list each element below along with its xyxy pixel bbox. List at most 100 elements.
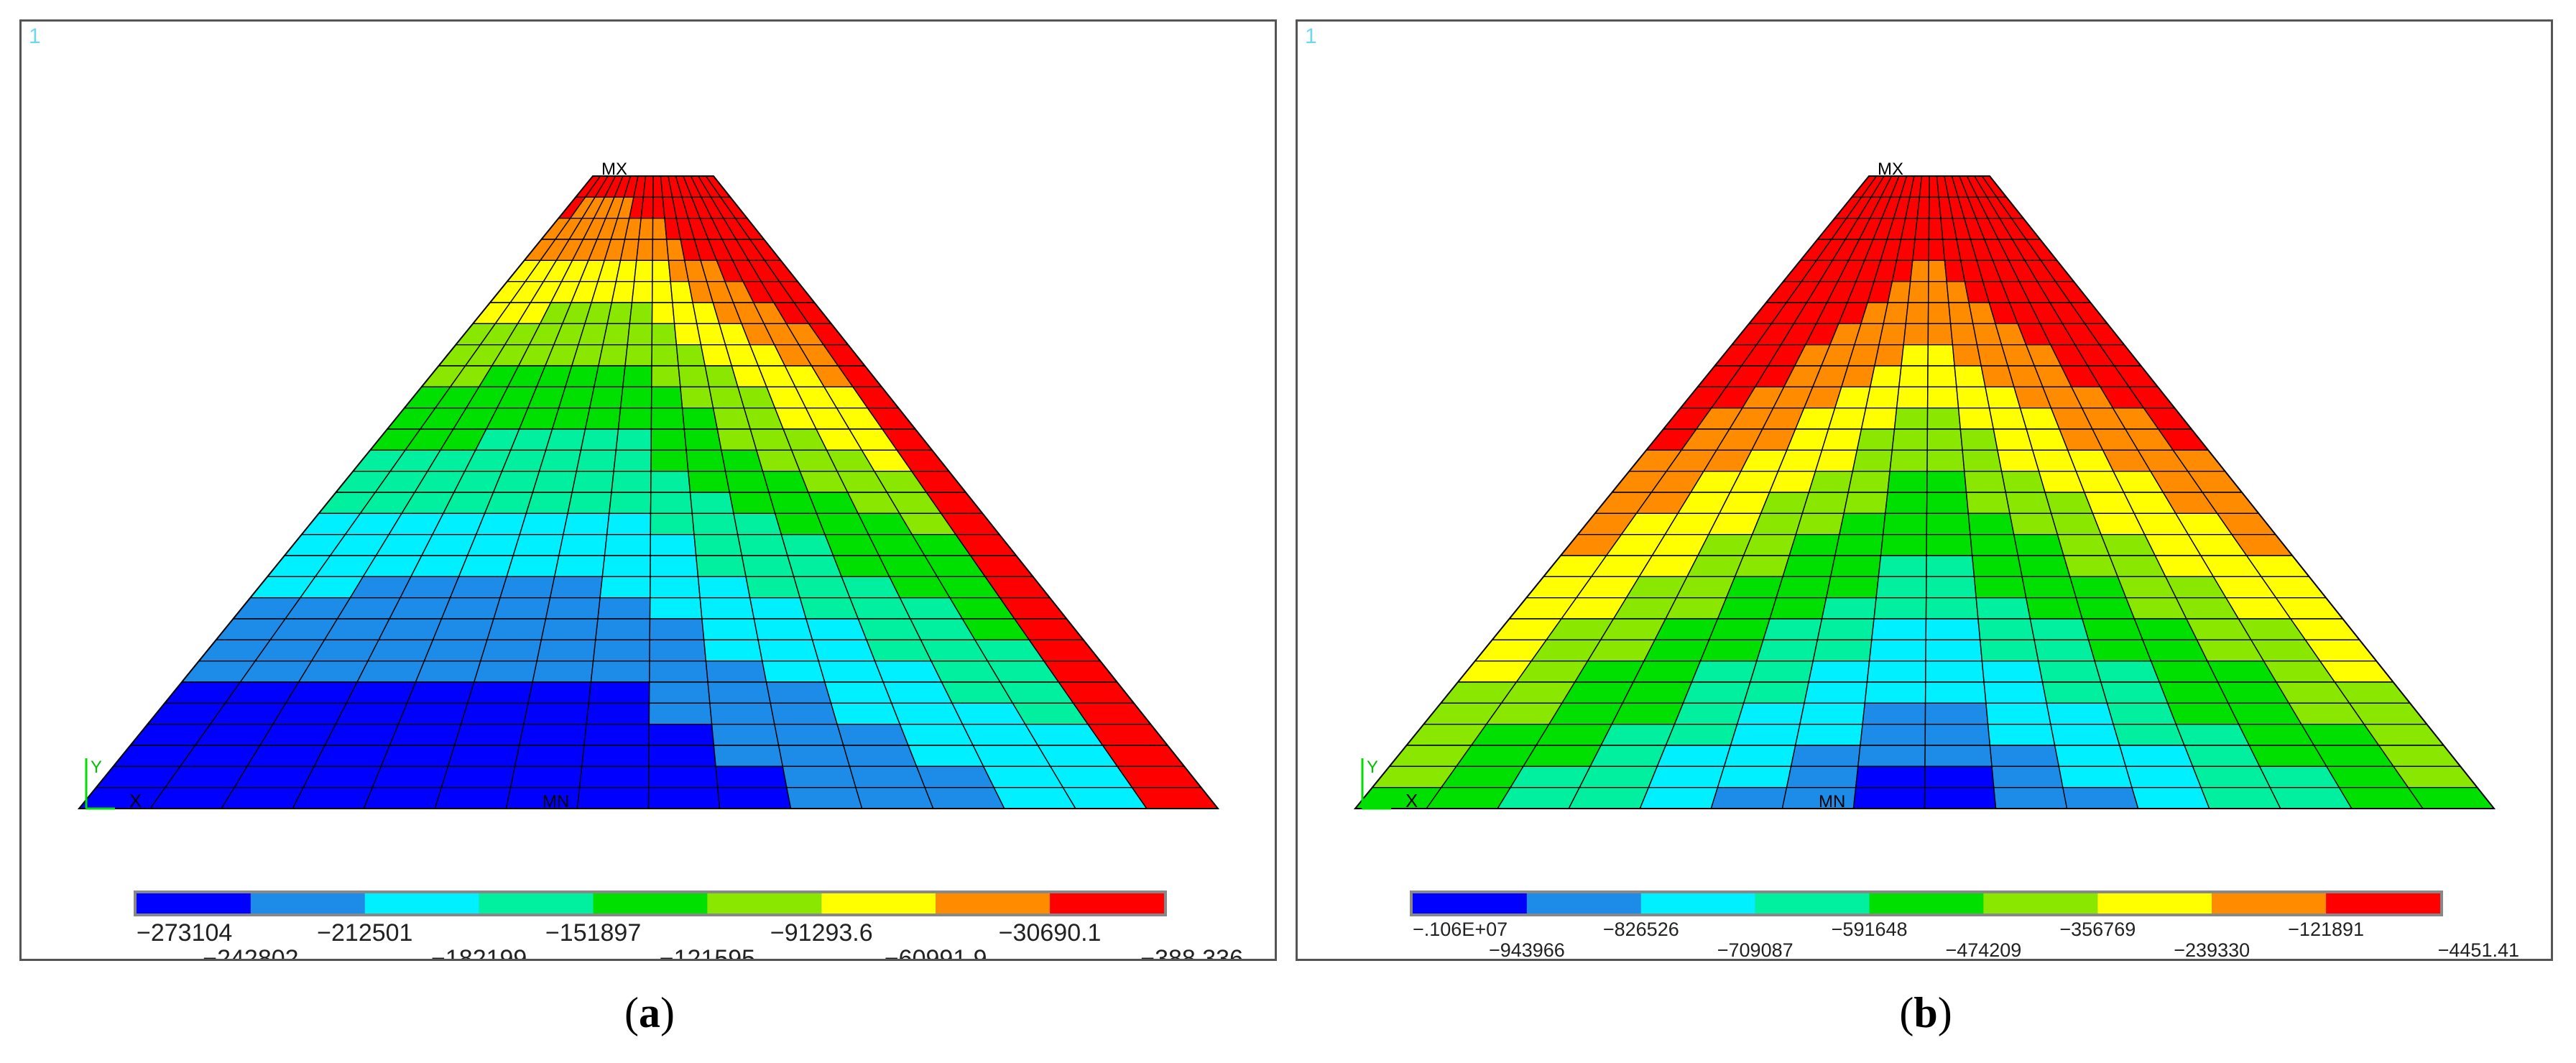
mesh-element xyxy=(651,344,679,367)
mesh-element xyxy=(371,765,449,788)
mesh-element xyxy=(680,386,714,409)
mesh-element xyxy=(2118,745,2194,768)
legend-swatch xyxy=(2326,893,2440,914)
mesh-element xyxy=(649,576,701,599)
mesh-element xyxy=(1682,681,1751,704)
mesh-element xyxy=(1896,386,1929,409)
mesh-element xyxy=(961,724,1039,746)
mesh-element xyxy=(1927,365,1957,387)
mesh-element xyxy=(1116,765,1203,788)
mesh-element xyxy=(849,765,926,788)
mesh-element xyxy=(703,639,763,662)
mesh-element xyxy=(588,386,624,409)
mesh-element xyxy=(506,555,560,577)
mesh-element xyxy=(586,702,650,725)
mesh-element xyxy=(1997,449,2040,472)
mesh-element xyxy=(545,597,601,620)
mesh-element xyxy=(363,786,443,809)
mesh-element xyxy=(1993,786,2068,809)
mesh-element xyxy=(2013,534,2064,556)
mesh-element xyxy=(1561,681,1635,704)
mesh-element xyxy=(993,786,1077,809)
mesh-element xyxy=(1816,618,1875,640)
mesh-element xyxy=(865,639,933,662)
mesh-element xyxy=(597,597,651,620)
mesh-element xyxy=(484,492,534,514)
min-marker: MN xyxy=(543,792,569,811)
mesh-element xyxy=(1734,555,1791,577)
mesh-element xyxy=(2192,765,2271,788)
mesh-element xyxy=(2363,724,2445,746)
mesh-element xyxy=(1864,681,1926,704)
mesh-element xyxy=(874,661,943,683)
legend-tick-label: −943966 xyxy=(1489,939,1565,959)
mesh-element xyxy=(652,259,671,282)
caption-label: b xyxy=(1913,989,1938,1036)
mesh-element xyxy=(479,639,543,662)
mesh-element xyxy=(1914,218,1930,240)
mesh-element xyxy=(1926,492,1970,514)
mesh-element xyxy=(799,597,859,620)
mesh-element xyxy=(638,218,654,240)
mesh-element xyxy=(924,786,1005,809)
mesh-element xyxy=(619,386,652,409)
mesh-element xyxy=(1610,702,1684,725)
legend-swatch xyxy=(137,893,251,914)
mesh-element xyxy=(285,681,359,704)
mesh-element xyxy=(518,724,587,746)
mesh-element xyxy=(1664,597,1727,620)
mesh-element xyxy=(1632,661,1702,683)
mesh-element xyxy=(647,765,719,788)
mesh-element xyxy=(611,281,635,303)
mesh-element xyxy=(2021,576,2077,599)
mesh-element xyxy=(1901,344,1929,367)
mesh-element xyxy=(549,576,604,599)
mesh-element xyxy=(558,534,608,556)
mesh-element xyxy=(2009,512,2059,535)
mesh-element xyxy=(741,555,795,577)
mesh-element xyxy=(1749,661,1814,683)
mesh-element xyxy=(615,428,652,451)
mesh-element xyxy=(1579,765,1658,788)
mesh-element xyxy=(1829,555,1882,577)
mesh-element xyxy=(1928,239,1946,261)
mesh-element xyxy=(551,408,591,430)
mesh-element xyxy=(1885,492,1928,514)
mesh-element xyxy=(1985,702,2051,725)
mesh-element xyxy=(650,449,689,472)
mesh-element xyxy=(423,639,488,662)
mesh-element xyxy=(1925,597,1979,620)
mesh-element xyxy=(532,471,578,493)
mesh-element xyxy=(651,281,673,303)
mesh-element xyxy=(695,555,747,577)
mesh-element xyxy=(1589,745,1667,768)
mesh-element xyxy=(149,786,236,809)
mesh-element xyxy=(1967,512,2015,535)
mesh-element xyxy=(907,745,984,768)
mesh-element xyxy=(1925,661,1985,683)
mesh-element xyxy=(650,408,685,430)
mesh-element xyxy=(1907,281,1929,303)
mesh-element xyxy=(1760,492,1810,514)
mesh-element xyxy=(1889,449,1928,472)
mesh-element xyxy=(2069,576,2127,599)
mesh-element xyxy=(1882,512,1928,535)
mesh-element xyxy=(1736,702,1805,725)
mesh-element xyxy=(651,365,681,387)
mesh-element xyxy=(2058,765,2133,788)
mesh-outline xyxy=(1353,175,2496,809)
mesh-element xyxy=(855,786,934,809)
mesh-element xyxy=(449,576,508,599)
mesh-element xyxy=(1710,786,1788,809)
mesh-element xyxy=(1860,408,1898,430)
mesh-element xyxy=(1801,492,1850,514)
mesh-element xyxy=(629,302,653,324)
mesh-element xyxy=(749,597,807,620)
mesh-element xyxy=(1926,408,1962,430)
mesh-element xyxy=(388,597,451,620)
mesh-element xyxy=(2258,765,2340,788)
contour-canvas-b: MX MN Y X −.106E+07−943966 −826526 −709087 −591… xyxy=(1353,160,2519,959)
mesh-element xyxy=(707,681,772,704)
mesh-element xyxy=(523,702,590,725)
mesh-element xyxy=(592,639,650,662)
